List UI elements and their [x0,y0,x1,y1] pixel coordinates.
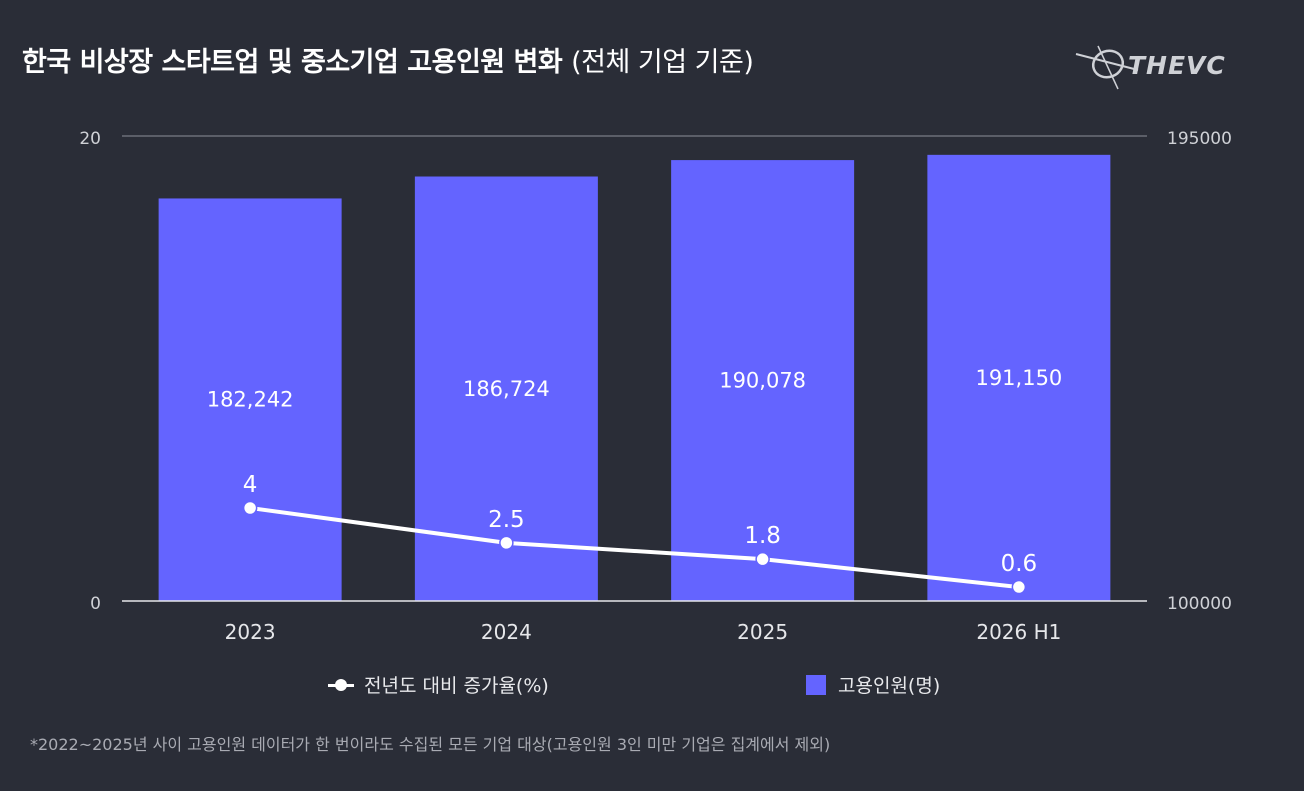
right-tick-min: 100000 [1167,594,1232,614]
growth-rate-line [249,506,1020,590]
chart-title-sub: (전체 기업 기준) [571,47,754,78]
bar-label-2023: 182,242 [207,388,294,412]
footnote: *2022~2025년 사이 고용인원 데이터가 한 번이라도 수집된 모든 기… [30,735,831,754]
legend-item-growth-rate: 전년도 대비 증가율(%) [328,671,549,698]
x-tick-2026 H1: 2026 H1 [976,620,1061,644]
growth-label-2026 H1: 0.6 [1001,551,1038,577]
line-marker-icon [328,672,354,698]
growth-point-2026 H1 [1011,579,1027,595]
x-tick-2023: 2023 [225,620,276,644]
growth-point-2024 [499,535,514,551]
right-tick-max: 195000 [1167,129,1232,149]
growth-label-2025: 1.8 [744,523,781,549]
legend-label-growth-rate: 전년도 대비 증가율(%) [364,675,549,697]
bar-2026 H1 [927,154,1111,602]
bar-label-2026 H1: 191,150 [975,366,1062,390]
bar-label-2024: 186,724 [463,377,550,401]
growth-point-2025 [755,551,770,567]
thevc-logo-icon [1075,45,1139,90]
legend-label-employees: 고용인원(명) [838,675,941,697]
left-tick-max: 20 [79,129,101,149]
bar-2025 [671,160,855,601]
bar-label-2025: 190,078 [719,369,806,393]
x-tick-2025: 2025 [737,620,788,644]
bar-2024 [414,176,598,601]
x-tick-2024: 2024 [481,620,532,644]
chart-title-main: 한국 비상장 스타트업 및 중소기업 고용인원 변화 [22,47,563,78]
chart-title: 한국 비상장 스타트업 및 중소기업 고용인원 변화 (전체 기업 기준) [22,40,754,79]
bar-2023 [158,198,342,601]
logo-text: THEVC [1128,51,1226,80]
growth-point-2023 [242,500,258,516]
legend-item-employees: 고용인원(명) [806,671,940,698]
bar-swatch-icon [806,674,826,695]
growth-label-2024: 2.5 [488,507,525,533]
left-tick-min: 0 [90,594,101,614]
growth-label-2023: 4 [243,472,258,498]
